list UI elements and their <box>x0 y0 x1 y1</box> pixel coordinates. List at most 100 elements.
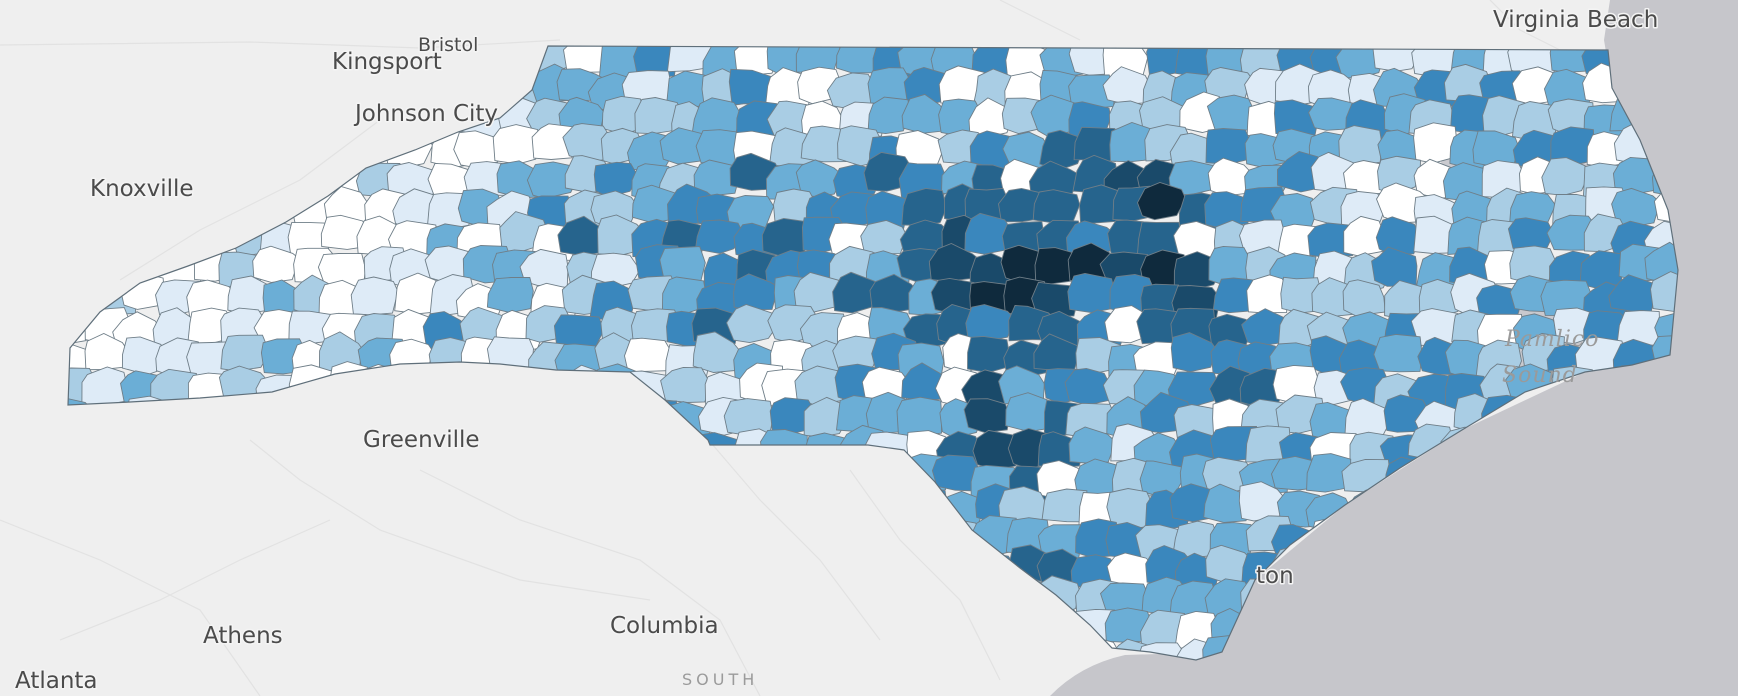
zip-area[interactable] <box>1064 368 1110 406</box>
zip-area[interactable] <box>191 518 238 556</box>
zip-area[interactable] <box>838 554 883 592</box>
zip-area[interactable] <box>1375 216 1422 256</box>
zip-area[interactable] <box>222 582 268 621</box>
zip-area[interactable] <box>801 608 852 651</box>
zip-area[interactable] <box>326 361 373 402</box>
zip-area[interactable] <box>51 247 95 289</box>
zip-area[interactable] <box>733 273 779 311</box>
zip-area[interactable] <box>258 572 306 613</box>
zip-area[interactable] <box>47 43 94 80</box>
zip-area[interactable] <box>216 185 263 224</box>
zip-area[interactable] <box>53 546 99 584</box>
zip-area[interactable] <box>769 547 814 587</box>
zip-area[interactable] <box>89 125 133 166</box>
zip-area[interactable] <box>112 66 159 103</box>
zip-area[interactable] <box>934 607 985 649</box>
zip-area[interactable] <box>327 607 373 648</box>
zip-area[interactable] <box>1377 155 1421 195</box>
zip-area[interactable] <box>115 515 161 555</box>
zip-area[interactable] <box>358 613 404 648</box>
zip-area[interactable] <box>222 487 274 523</box>
zip-area[interactable] <box>321 133 366 172</box>
zip-area[interactable] <box>391 483 441 521</box>
zip-area[interactable] <box>386 579 436 621</box>
zip-area[interactable] <box>251 548 300 588</box>
zip-area[interactable] <box>796 635 842 670</box>
zip-area[interactable] <box>733 483 781 525</box>
zip-area[interactable] <box>151 126 198 162</box>
zip-area[interactable] <box>761 493 810 533</box>
zip-area[interactable] <box>528 369 580 410</box>
zip-area[interactable] <box>359 364 406 406</box>
zip-area[interactable] <box>635 487 681 528</box>
zip-area[interactable] <box>422 515 468 555</box>
zip-area[interactable] <box>873 484 921 525</box>
zip-area[interactable] <box>83 64 132 103</box>
zip-area[interactable] <box>561 639 605 675</box>
zip-area[interactable] <box>391 366 439 407</box>
zip-area[interactable] <box>431 553 478 591</box>
zip-area[interactable] <box>860 219 908 255</box>
zip-area[interactable] <box>120 543 166 583</box>
zip-area[interactable] <box>863 431 915 469</box>
zip-area[interactable] <box>561 428 611 469</box>
zip-area[interactable] <box>155 515 202 557</box>
zip-area[interactable] <box>180 97 232 135</box>
zip-area[interactable] <box>660 366 712 403</box>
zip-area[interactable] <box>159 612 205 650</box>
zip-area[interactable] <box>598 457 644 495</box>
zip-area[interactable] <box>660 494 709 531</box>
zip-area[interactable] <box>257 46 303 82</box>
zip-area[interactable] <box>805 432 851 473</box>
zip-area[interactable] <box>1067 272 1115 313</box>
zip-area[interactable] <box>1031 281 1080 319</box>
zip-area[interactable] <box>832 271 883 314</box>
zip-area[interactable] <box>522 433 575 472</box>
zip-area[interactable] <box>350 276 399 316</box>
zip-area[interactable] <box>190 72 239 112</box>
zip-area[interactable] <box>497 485 546 527</box>
zip-area[interactable] <box>491 369 538 409</box>
zip-area[interactable] <box>358 547 407 586</box>
zip-area[interactable] <box>296 121 344 163</box>
zip-area[interactable] <box>529 611 580 650</box>
zip-area[interactable] <box>258 67 310 107</box>
zip-area[interactable] <box>599 520 649 558</box>
zip-area[interactable] <box>215 513 265 555</box>
zip-area[interactable] <box>555 584 602 623</box>
zip-area[interactable] <box>664 433 710 471</box>
zip-area[interactable] <box>832 639 879 678</box>
zip-area[interactable] <box>456 371 504 409</box>
zip-area[interactable] <box>964 644 1013 680</box>
zip-area[interactable] <box>590 363 641 406</box>
zip-area[interactable] <box>77 575 125 615</box>
zip-area[interactable] <box>214 68 265 110</box>
zip-area[interactable] <box>660 518 707 557</box>
zip-area[interactable] <box>426 492 478 529</box>
zip-area[interactable] <box>322 397 369 440</box>
zip-area[interactable] <box>632 514 681 556</box>
zip-area[interactable] <box>118 95 164 138</box>
zip-area[interactable] <box>148 402 195 442</box>
zip-area[interactable] <box>723 398 774 436</box>
zip-area[interactable] <box>757 638 810 673</box>
zip-area[interactable] <box>327 581 375 619</box>
zip-area[interactable] <box>725 457 773 495</box>
zip-area[interactable] <box>156 641 201 679</box>
zip-area[interactable] <box>53 222 104 258</box>
zip-area[interactable] <box>597 638 645 677</box>
zip-area[interactable] <box>760 429 808 468</box>
zip-area[interactable] <box>967 335 1011 374</box>
zip-area[interactable] <box>1373 333 1423 373</box>
zip-area[interactable] <box>221 400 268 438</box>
zip-area[interactable] <box>968 97 1015 138</box>
zip-area[interactable] <box>247 426 298 467</box>
zip-area[interactable] <box>963 398 1011 434</box>
zip-area[interactable] <box>285 99 332 138</box>
zip-area[interactable] <box>1030 634 1081 675</box>
zip-area[interactable] <box>223 552 271 592</box>
zip-area[interactable] <box>152 425 200 464</box>
zip-area[interactable] <box>79 248 130 287</box>
zip-area[interactable] <box>222 34 274 74</box>
zip-area[interactable] <box>284 639 335 680</box>
